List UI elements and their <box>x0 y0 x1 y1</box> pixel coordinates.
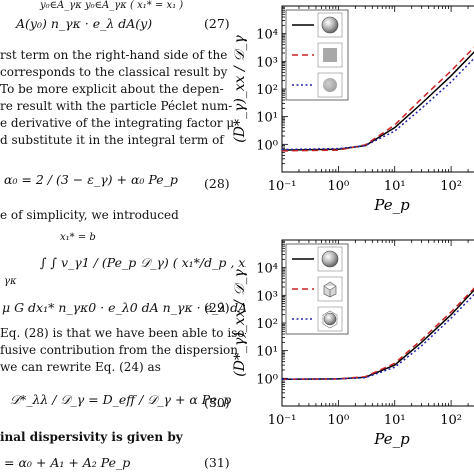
y-tick-label: 10³ <box>256 55 278 70</box>
series-line-1 <box>282 51 474 151</box>
y-tick-label: 10⁴ <box>256 28 278 43</box>
cube-icon <box>323 281 337 298</box>
paper-text-column: y₀∈A_γκ y₀∈A_γκ ( x₁* = x₁ ) A(y₀) n_γκ … <box>0 0 246 470</box>
eq27-body: A(y₀) n_γκ · e_λ dA(y) <box>16 16 153 31</box>
inner-sphere-icon <box>323 312 337 326</box>
eq30-number: (30) <box>204 395 230 410</box>
y-tick-label: 10¹ <box>256 111 278 126</box>
series-group <box>282 287 474 381</box>
paragraph-line: re result with the particle Péclet num- <box>0 99 233 113</box>
eq29-body: ∫ ∫ v_γ1 / (Pe_p 𝒟_γ) ( x₁*/d_p , x₂ ) <box>40 255 246 270</box>
paragraph-line: we can rewrite Eq. (24) as <box>0 360 161 374</box>
eq29-number: (29) <box>204 300 230 315</box>
x-tick-label: 10¹ <box>384 179 406 194</box>
y-tick-label: 10¹ <box>256 345 278 360</box>
eq31-body: = α₀ + A₁ + A₂ Pe_p <box>4 455 131 470</box>
legend-icon-frame <box>317 42 343 68</box>
circle-icon <box>323 78 337 92</box>
legend-icon-frame <box>317 72 343 98</box>
series-line-2 <box>282 287 474 381</box>
eq31-number: (31) <box>204 455 230 470</box>
x-tick-label: 10² <box>440 413 462 428</box>
y-tick-label: 10⁰ <box>256 372 278 387</box>
eq28-body: α₀ = 2 / (3 − ε_γ) + α₀ Pe_p <box>4 172 178 187</box>
x-tick-label: 10⁰ <box>327 179 349 194</box>
series-line-2 <box>282 46 474 152</box>
chart-panel-bottom: 10⁻¹ 10⁰ 10¹ 10²10⁰10¹10²10³10⁴Pe_p(D*_γ)_x… <box>232 239 474 448</box>
axes-frame <box>281 239 474 407</box>
paragraph-line: corresponds to the classical result by <box>0 65 228 79</box>
cube-frame-icon <box>322 310 338 329</box>
x-tick-label: 10⁰ <box>327 413 349 428</box>
paragraph-line: inal dispersivity is given by <box>0 430 183 444</box>
paragraph-line: fusive contribution from the dispersion <box>0 343 238 357</box>
x-tick-label: 10² <box>440 179 462 194</box>
sphere-icon <box>321 250 339 268</box>
eq27-limits: y₀∈A_γκ y₀∈A_γκ ( x₁* = x₁ ) <box>40 0 184 11</box>
x-tick-label: 10⁻¹ <box>268 179 297 194</box>
legend-icon-frame <box>317 246 343 272</box>
legend-icon-frame <box>317 306 343 332</box>
paragraph-line: e of simplicity, we introduced <box>0 208 179 222</box>
x-axis-label: Pe_p <box>373 430 410 448</box>
y-tick-label: 10² <box>256 83 278 98</box>
axes-frame <box>281 5 474 173</box>
eq30-body: 𝒟*_λλ / 𝒟_γ = D_eff / 𝒟_γ + α Pe_p <box>10 392 232 407</box>
legend-icon-frame <box>317 276 343 302</box>
x-tick-label: 10⁻¹ <box>268 413 297 428</box>
sphere-icon <box>321 16 339 34</box>
y-tick-label: 10⁴ <box>256 262 278 277</box>
series-group <box>282 46 474 152</box>
legend-box <box>285 9 349 101</box>
chart-panel-top: 10⁻¹ 10⁰ 10¹ 10²10⁰10¹10²10³10⁴Pe_p(D*_γ)_x… <box>232 5 474 214</box>
legend-icon-frame <box>317 12 343 38</box>
x-axis-label: Pe_p <box>373 196 410 214</box>
eq27-number: (27) <box>204 16 230 31</box>
paragraph-line: d substitute it in the integral term of <box>0 133 224 147</box>
square-icon <box>323 48 337 62</box>
legend-box <box>285 243 349 335</box>
y-tick-label: 10³ <box>256 289 278 304</box>
x-tick-label: 10¹ <box>384 413 406 428</box>
paragraph-line: To be more explicit about the depen- <box>0 82 224 96</box>
y-tick-label: 10⁰ <box>256 138 278 153</box>
y-tick-label: 10² <box>256 317 278 332</box>
eq29-subscript: γκ <box>4 276 17 287</box>
series-line-3 <box>282 57 474 151</box>
paragraph-line: Eq. (28) is that we have been able to is… <box>0 326 246 340</box>
paragraph-line: e derivative of the integrating factor μ <box>0 116 235 130</box>
eq28-number: (28) <box>204 176 230 191</box>
eq29-second-line: μ G dx₁* n_γκ0 · e_λ0 dA n_γκ · e_λ dA <box>2 300 246 315</box>
series-line-3 <box>282 293 474 381</box>
series-line-1 <box>282 289 474 381</box>
eq29-limits: x₁* = b <box>60 232 96 243</box>
paragraph-line: rst term on the right-hand side of the <box>0 48 228 62</box>
